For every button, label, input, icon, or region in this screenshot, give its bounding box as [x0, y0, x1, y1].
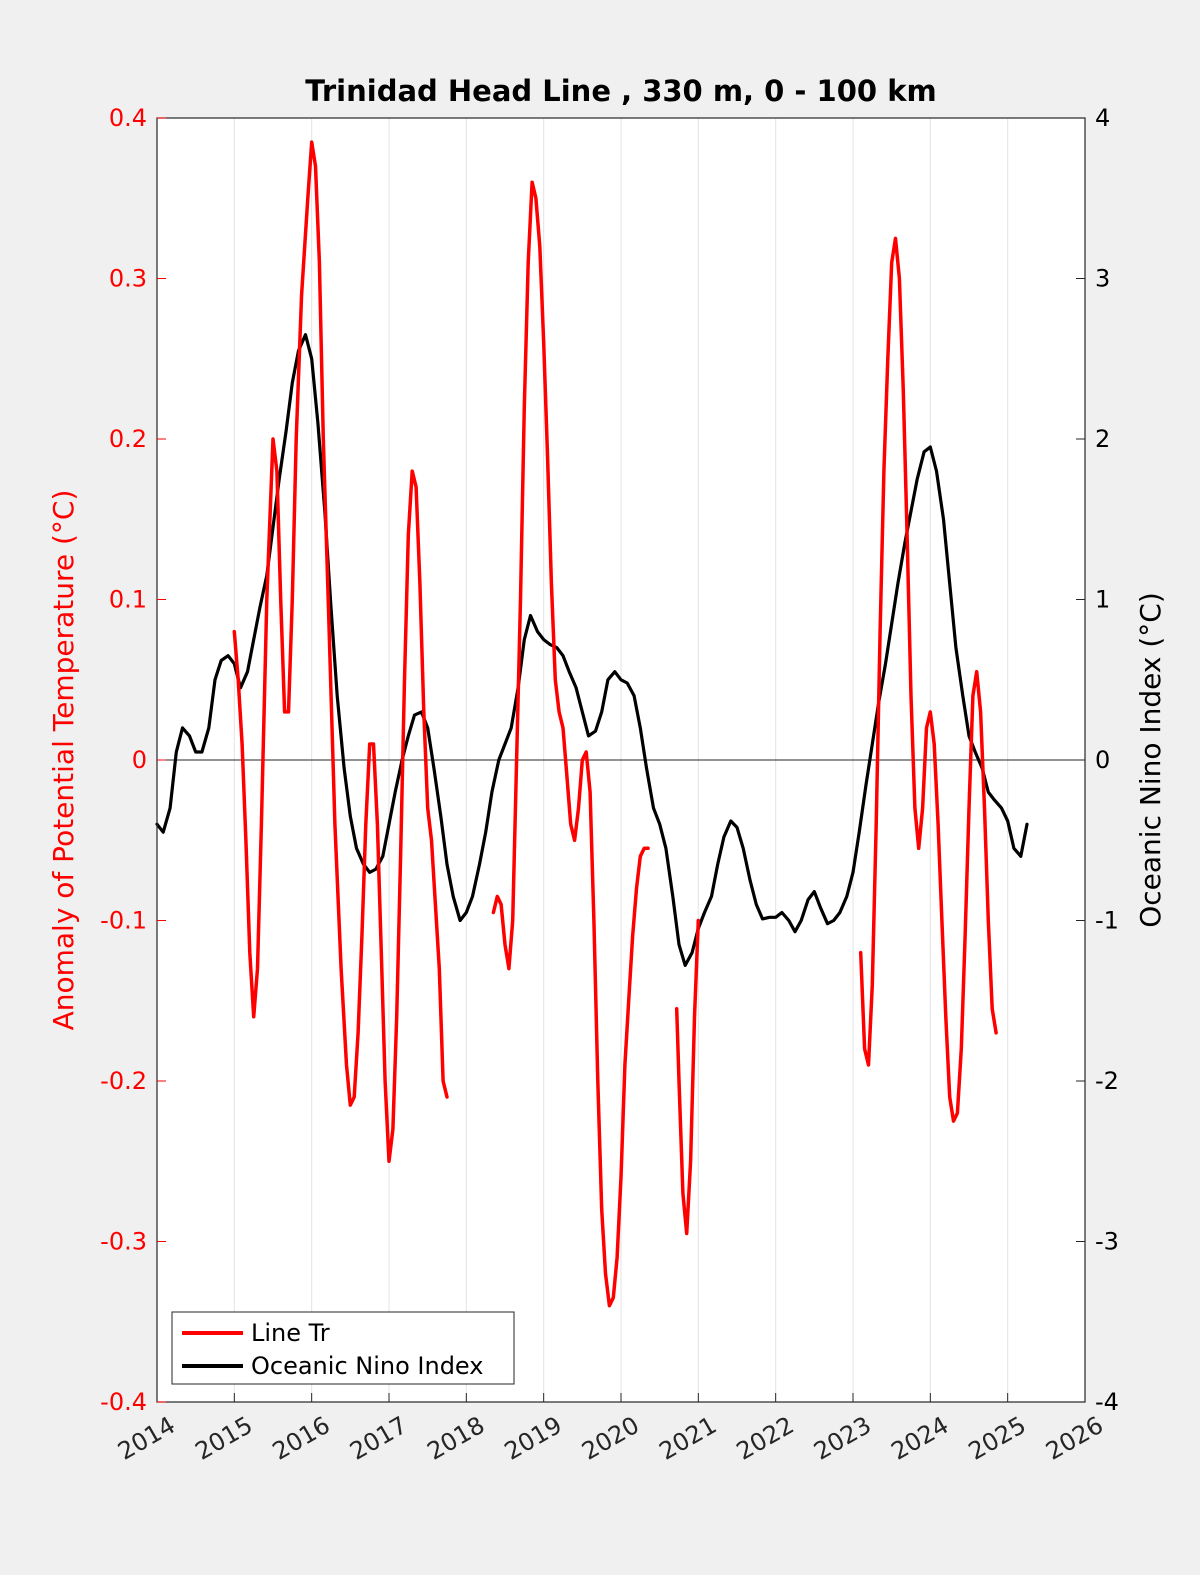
- y-right-tick-label: -4: [1095, 1388, 1119, 1416]
- line-tr-series-segment-1: [491, 180, 650, 1308]
- x-tick-label: 2023: [809, 1411, 876, 1466]
- x-tick-label: 2025: [964, 1411, 1031, 1466]
- y-right-tick-label: 2: [1095, 425, 1110, 453]
- line-tr-series-segment-3: [858, 236, 998, 1123]
- legend-label-line-tr: Line Tr: [251, 1319, 330, 1347]
- y-left-tick-label: 0: [132, 746, 147, 774]
- y-left-tick-label: -0.3: [100, 1228, 147, 1256]
- y-right-tick-label: 0: [1095, 746, 1110, 774]
- y-right-tick-label: 4: [1095, 104, 1110, 132]
- line-tr-series-segment-0: [232, 140, 449, 1164]
- legend: Line Tr Oceanic Nino Index: [171, 1311, 515, 1385]
- y-left-tick-label: -0.1: [100, 907, 147, 935]
- chart-title: Trinidad Head Line , 330 m, 0 - 100 km: [305, 74, 936, 108]
- legend-box: [171, 1311, 515, 1385]
- oni-series-segment-0: [155, 333, 1029, 967]
- y-left-tick-label: 0.1: [109, 586, 147, 614]
- y-right-tick-label: 3: [1095, 265, 1110, 293]
- x-tick-label: 2015: [190, 1411, 257, 1466]
- x-tick-label: 2024: [886, 1411, 953, 1466]
- y-left-tick-label: -0.4: [100, 1388, 147, 1416]
- x-tick-label: 2019: [500, 1411, 567, 1466]
- x-tick-label: 2017: [345, 1411, 412, 1466]
- y-axis-right-label: Oceanic Nino Index (°C): [1134, 592, 1167, 928]
- y-left-tick-label: 0.2: [109, 425, 147, 453]
- x-tick-label: 2014: [113, 1411, 180, 1466]
- y-left-tick-label: 0.3: [109, 265, 147, 293]
- y-axis-left-label: Anomaly of Potential Temperature (°C): [47, 490, 80, 1031]
- line-tr-series-segment-2: [674, 918, 701, 1236]
- y-left-tick-label: 0.4: [109, 104, 147, 132]
- x-tick-label: 2026: [1041, 1411, 1108, 1466]
- y-right-tick-label: 1: [1095, 586, 1110, 614]
- x-tick-label: 2016: [268, 1411, 335, 1466]
- legend-label-oni: Oceanic Nino Index: [251, 1352, 483, 1380]
- x-tick-label: 2022: [732, 1411, 799, 1466]
- y-right-tick-label: -3: [1095, 1228, 1119, 1256]
- x-tick-label: 2021: [654, 1411, 721, 1466]
- y-left-tick-label: -0.2: [100, 1067, 147, 1095]
- series-lines: [155, 140, 1029, 1308]
- y-right-tick-label: -1: [1095, 907, 1119, 935]
- x-tick-label: 2018: [422, 1411, 489, 1466]
- x-tick-label: 2020: [577, 1411, 644, 1466]
- y-right-tick-label: -2: [1095, 1067, 1119, 1095]
